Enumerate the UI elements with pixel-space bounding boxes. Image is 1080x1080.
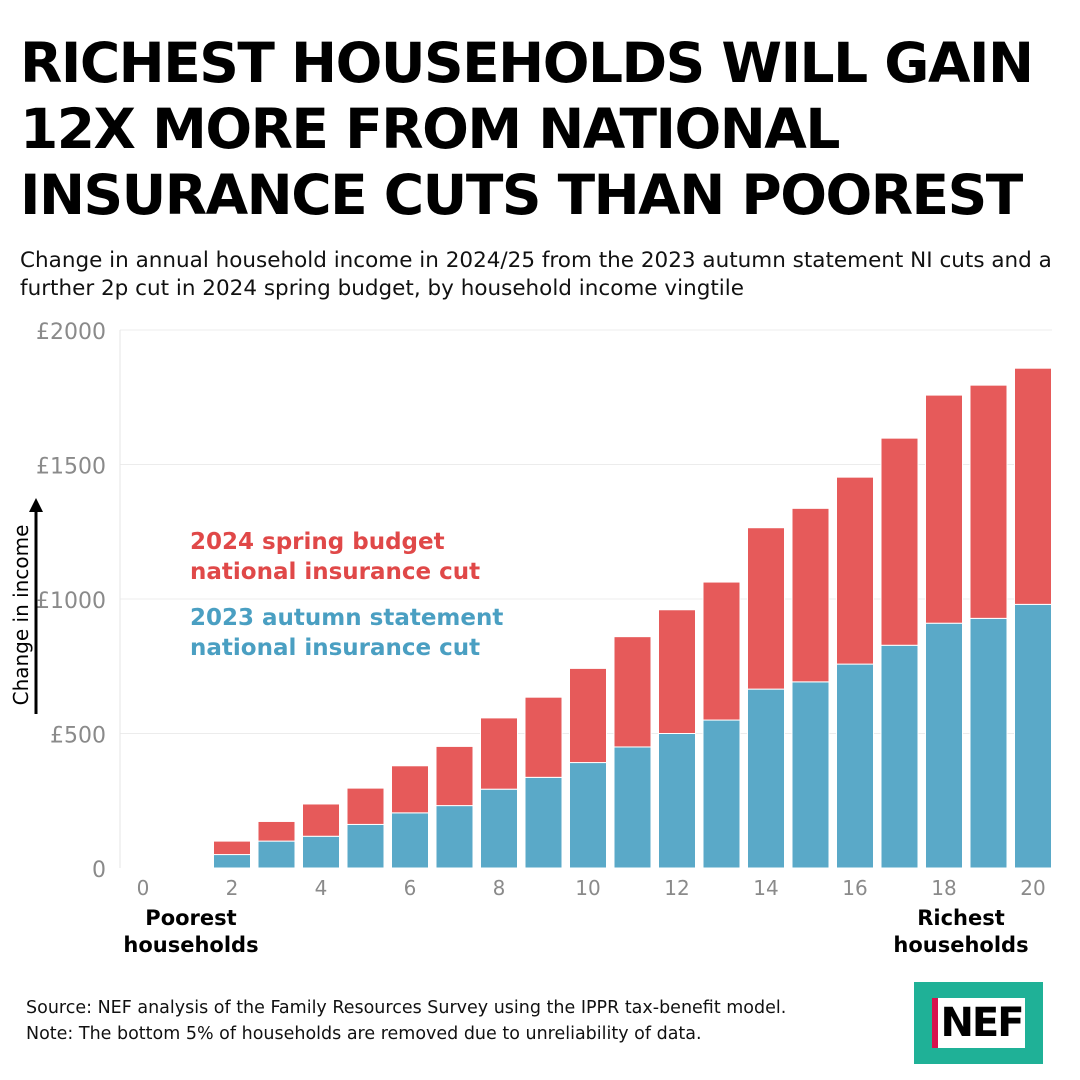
- headline: RICHEST HOUSEHOLDS WILL GAIN 12X MORE FR…: [20, 31, 1034, 227]
- logo-accent-bar: [932, 998, 938, 1048]
- bar-autumn-statement: [747, 688, 785, 869]
- x-tick-label: 4: [315, 876, 328, 900]
- bar-spring-budget: [925, 394, 963, 624]
- bar-spring-budget: [391, 765, 429, 814]
- data-note: Note: The bottom 5% of households are re…: [26, 1024, 702, 1044]
- bar-spring-budget: [836, 476, 874, 665]
- x-tick-label: 12: [664, 876, 689, 900]
- bar-autumn-statement: [569, 762, 607, 869]
- bar-spring-budget: [658, 609, 696, 735]
- bar-spring-budget: [702, 581, 741, 721]
- series-annotation: 2023 autumn statement national insurance …: [190, 605, 503, 661]
- chart-subtitle: Change in annual household income in 202…: [20, 248, 1052, 301]
- bar-spring-budget: [613, 636, 652, 748]
- bar-spring-budget: [747, 527, 785, 690]
- y-tick-label: £2000: [36, 320, 106, 345]
- bar-autumn-statement: [658, 733, 696, 869]
- bar-spring-budget: [880, 437, 919, 646]
- bar-autumn-statement: [925, 622, 963, 869]
- x-tick-label: 2: [226, 876, 239, 900]
- x-tick-label: 16: [842, 876, 867, 900]
- footer: Source: NEF analysis of the Family Resou…: [26, 995, 906, 1047]
- bar-spring-budget: [346, 787, 385, 825]
- bar-autumn-statement: [613, 746, 652, 869]
- x-tick-label: 6: [404, 876, 417, 900]
- source-note: Source: NEF analysis of the Family Resou…: [26, 998, 787, 1018]
- bar-autumn-statement: [880, 644, 919, 869]
- bar-spring-budget: [791, 507, 830, 683]
- bar-autumn-statement: [702, 719, 741, 869]
- stacked-bar-chart: 0 £500 £1000 £1500 £2000 Change in income 0 2 4 6…: [9, 320, 1052, 957]
- y-tick-label: £1500: [36, 455, 106, 480]
- x-end-label-poorest: Poorest households: [123, 906, 258, 957]
- x-end-label-richest: Richest households: [893, 906, 1028, 957]
- bar-autumn-statement: [836, 663, 874, 869]
- bar-autumn-statement: [302, 835, 340, 869]
- y-tick-label: £500: [50, 724, 106, 749]
- nef-logo: NEF: [914, 982, 1043, 1064]
- bar-autumn-statement: [524, 776, 563, 869]
- bar-autumn-statement: [480, 788, 518, 869]
- bar-spring-budget: [257, 820, 296, 842]
- x-tick-label: 0: [137, 876, 150, 900]
- bar-spring-budget: [524, 696, 563, 778]
- bar-autumn-statement: [969, 617, 1008, 869]
- bar-spring-budget: [569, 667, 607, 764]
- x-tick-label: 10: [575, 876, 600, 900]
- bar-autumn-statement: [791, 681, 830, 869]
- bar-spring-budget: [969, 384, 1008, 619]
- bar-autumn-statement: [346, 823, 385, 869]
- y-axis-arrow-head: [29, 498, 43, 512]
- bar-autumn-statement: [1014, 603, 1052, 869]
- y-axis-title: Change in income: [9, 525, 33, 706]
- bar-autumn-statement: [435, 805, 474, 869]
- x-tick-label: 20: [1020, 876, 1045, 900]
- x-tick-label: 8: [493, 876, 506, 900]
- bar-spring-budget: [302, 803, 340, 837]
- bar-autumn-statement: [213, 854, 251, 869]
- bar-autumn-statement: [391, 812, 429, 869]
- bar-spring-budget: [213, 840, 251, 856]
- y-tick-label: £1000: [36, 589, 106, 614]
- logo-box: [932, 998, 1025, 1048]
- bar-spring-budget: [480, 717, 518, 790]
- y-tick-label: 0: [92, 858, 106, 883]
- bar-spring-budget: [1014, 367, 1052, 605]
- bar-spring-budget: [435, 745, 474, 807]
- bar-autumn-statement: [257, 840, 296, 869]
- x-tick-label: 18: [931, 876, 956, 900]
- logo-text: NEF: [940, 1000, 1024, 1046]
- series-annotation: 2024 spring budget national insurance cut: [190, 529, 480, 585]
- x-tick-label: 14: [753, 876, 778, 900]
